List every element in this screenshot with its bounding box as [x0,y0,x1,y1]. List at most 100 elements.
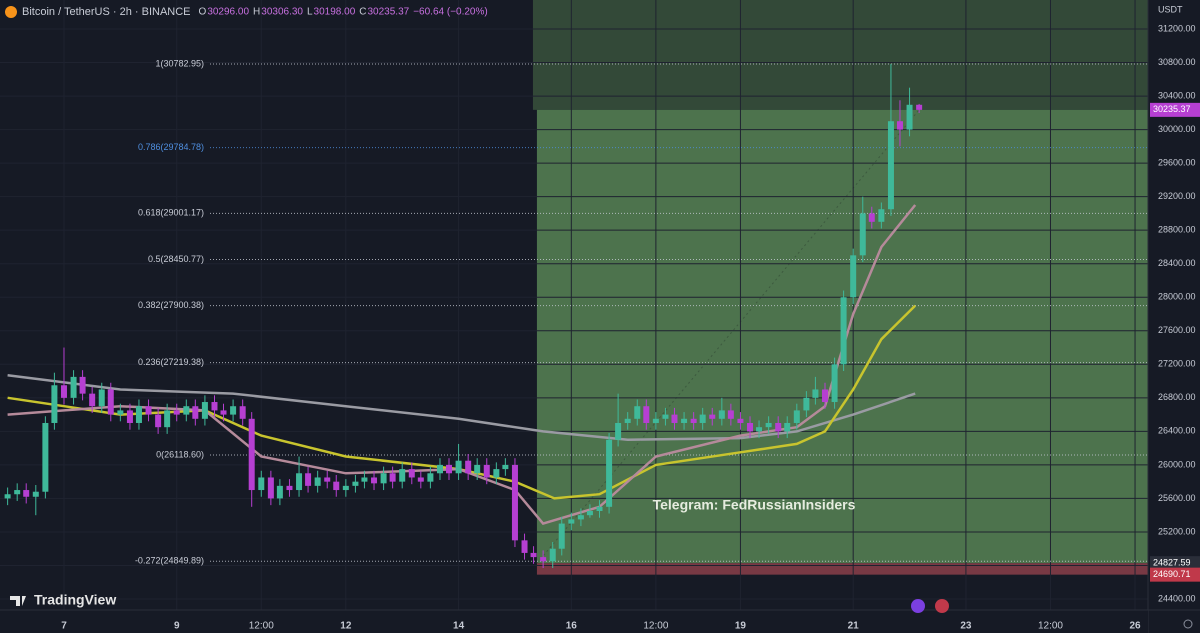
candle-body [70,376,77,398]
candle-body [718,410,725,419]
candle-body [389,473,396,482]
backdrop [532,0,1148,575]
candle-body [371,477,378,484]
time-axis [0,610,1148,633]
y-tick-label: 28400.00 [1158,258,1196,268]
brand-logo [10,596,26,606]
candle-body [455,460,462,474]
candle-body [445,464,452,474]
candle-body [615,422,622,440]
candle-body [681,418,688,423]
candle-body [540,557,547,562]
candle-body [502,464,509,470]
candle-body [305,473,312,486]
y-tick-label: 31200.00 [1158,23,1196,33]
candle-body [201,402,208,419]
ohlc-key: O [199,7,207,18]
y-tick-label: 24400.00 [1158,593,1196,603]
trade-line [536,109,920,564]
candle-body [793,410,800,423]
price-badge [1150,556,1200,571]
x-tick-label: 12:00 [1038,621,1063,632]
y-tick-label: 26400.00 [1158,426,1196,436]
candle-body [248,418,255,491]
candle-body [511,464,518,541]
watermark: Telegram: FedRussianInsiders [653,497,856,513]
candle-body [89,393,96,407]
candle-body [840,297,847,365]
fib-label: 0.5(28450.77) [148,254,204,264]
candle-body [568,519,575,524]
candle-body [831,364,838,403]
candle-body [558,523,565,549]
axes: 24400.0024800.0025200.0025600.0026000.00… [61,23,1200,632]
candle-body [577,515,584,520]
candle-body [408,469,415,478]
candles [4,63,923,569]
candle-body [586,511,593,516]
icon[interactable] [935,599,949,613]
candle-body [474,464,481,474]
candle-body [549,548,556,562]
ohlc-change: −60.64 (−0.20%) [413,7,488,18]
candle-body [747,422,754,432]
fib-label: 0.786(29784.78) [138,142,204,152]
fib: 1(30782.95) 0.786(29784.78) 0.618(29001.17… [135,58,1148,566]
candle-body [493,469,500,478]
candle-body [239,406,246,419]
price-badge [1150,567,1200,582]
candle-body [107,389,114,415]
price-badge [1150,102,1200,117]
candle-body [342,485,349,491]
y-tick-label: 26000.00 [1158,459,1196,469]
ohlc-value: 30198.00 [314,7,356,18]
candle-body [314,477,321,486]
candle-body [465,460,472,474]
candle-body [23,490,30,497]
fib-label: 1(30782.95) [155,58,204,68]
candle-body [117,410,124,415]
candle-body [821,389,828,403]
fib-label: 0.382(27900.38) [138,300,204,310]
candle-body [4,494,11,499]
candle-body [126,410,133,423]
settings-icon[interactable] [1183,619,1193,629]
x-tick-label: 14 [453,621,465,632]
y-tick-label: 30800.00 [1158,57,1196,67]
candle-body [417,477,424,482]
ohlc: O 30296.00 H 30306.30 L 30198.00 C 30235.37 −60.… [199,7,488,18]
x-tick-label: 12 [340,621,352,632]
ohlc-value: 30296.00 [207,7,249,18]
candle-body [230,406,237,415]
y-tick-label: 27200.00 [1158,359,1196,369]
x-tick-label: 21 [848,621,860,632]
candle-body [765,422,772,428]
grid [0,0,1148,610]
candle-body [79,376,86,394]
ohlc-key: L [307,7,313,18]
candle-body [220,410,227,415]
ohlc-key: C [359,7,366,18]
candle-body [887,121,894,210]
candle-body [286,485,293,491]
candle-body [267,477,274,499]
candle-body [859,213,866,256]
price-badge-label: 24827.59 [1153,558,1191,568]
candle-body [709,414,716,419]
candle-body [352,481,359,486]
price-badge-label: 30235.37 [1153,104,1191,114]
fib-label: 0.236(27219.38) [138,357,204,367]
candle-body [662,414,669,419]
icon[interactable] [911,599,925,613]
candle-body [652,418,659,423]
moving-average [7,373,916,441]
symbol: Bitcoin / TetherUS · 2h · BINANCE [22,6,191,18]
candle-body [32,491,39,497]
x-tick-label: 7 [61,621,67,632]
brand: TradingView [34,592,116,608]
candle-body [812,389,819,398]
candle-body [878,209,885,222]
y-tick-label: 28800.00 [1158,225,1196,235]
y-tick-label: 25200.00 [1158,526,1196,536]
